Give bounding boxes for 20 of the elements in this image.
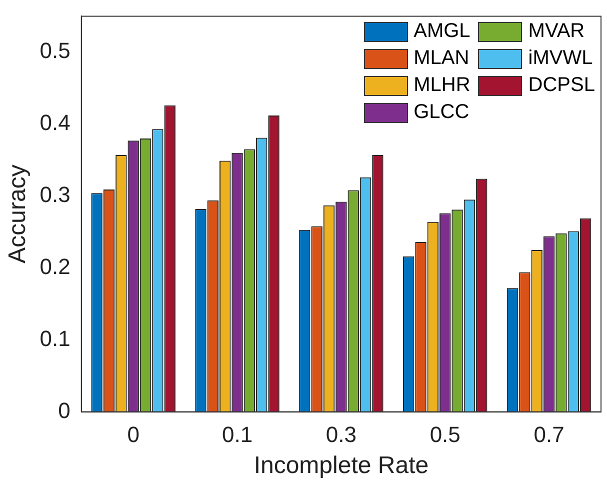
x-tick-label: 0.3 bbox=[326, 422, 356, 448]
legend-label: MLHR bbox=[414, 74, 470, 98]
y-tick-label: 0 bbox=[58, 398, 70, 423]
y-tick-label: 0.2 bbox=[40, 254, 70, 280]
y-axis-title: Accuracy bbox=[4, 164, 32, 264]
x-tick-label: 0.7 bbox=[534, 422, 564, 448]
y-tick-label: 0.5 bbox=[40, 38, 70, 64]
y-tick-label: 0.4 bbox=[40, 110, 70, 136]
legend-label: DCPSL bbox=[528, 74, 595, 98]
legend-label: GLCC bbox=[414, 101, 470, 124]
x-tick-label: 0 bbox=[127, 422, 140, 448]
y-tick-label: 0.3 bbox=[40, 182, 70, 208]
legend-label: iMVWL bbox=[528, 47, 593, 70]
legend-label: MLAN bbox=[414, 47, 470, 70]
x-tick-label: 0.5 bbox=[430, 422, 460, 448]
legend-label: MVAR bbox=[528, 20, 585, 44]
x-tick-label: 0.1 bbox=[222, 422, 253, 448]
x-axis-title: Incomplete Rate bbox=[254, 452, 429, 480]
legend-label: AMGL bbox=[414, 20, 470, 44]
y-tick-label: 0.1 bbox=[40, 326, 70, 351]
